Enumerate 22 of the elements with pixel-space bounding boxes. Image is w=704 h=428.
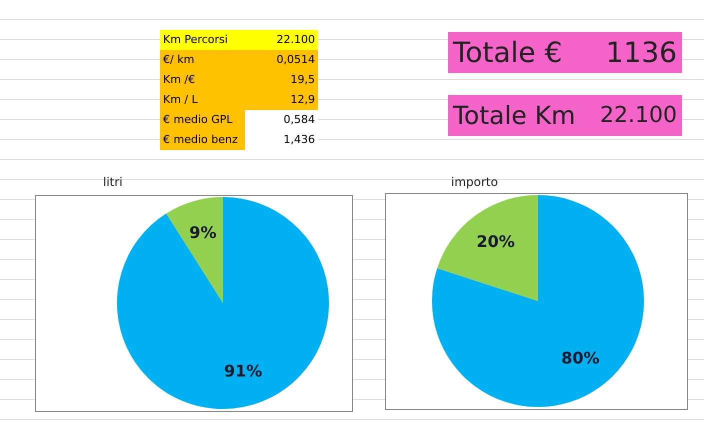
text: 12,9 [245,90,318,110]
text: 0,0514 [245,50,318,70]
text: 22.100 [245,30,318,50]
text: 0,584 [245,110,318,130]
text: Totale € [453,36,562,69]
data-label: 80% [561,348,600,368]
text: Km / L [160,90,245,110]
chart-title: importo [451,175,498,189]
data-label: 91% [224,361,262,380]
text: 1,436 [245,130,318,150]
text: € medio benz [160,130,245,150]
text: 19,5 [245,70,318,90]
text: € medio GPL [160,110,245,130]
text: Km /€ [160,70,245,90]
chart-title: litri [103,175,123,189]
text: Km Percorsi [160,30,245,50]
data-label: 9% [189,222,216,242]
data-label: 20% [476,232,515,251]
text: €/ km [160,50,245,70]
text: 1136 [606,36,677,69]
text: 22.100 [600,103,677,128]
text: Totale Km [453,101,576,130]
